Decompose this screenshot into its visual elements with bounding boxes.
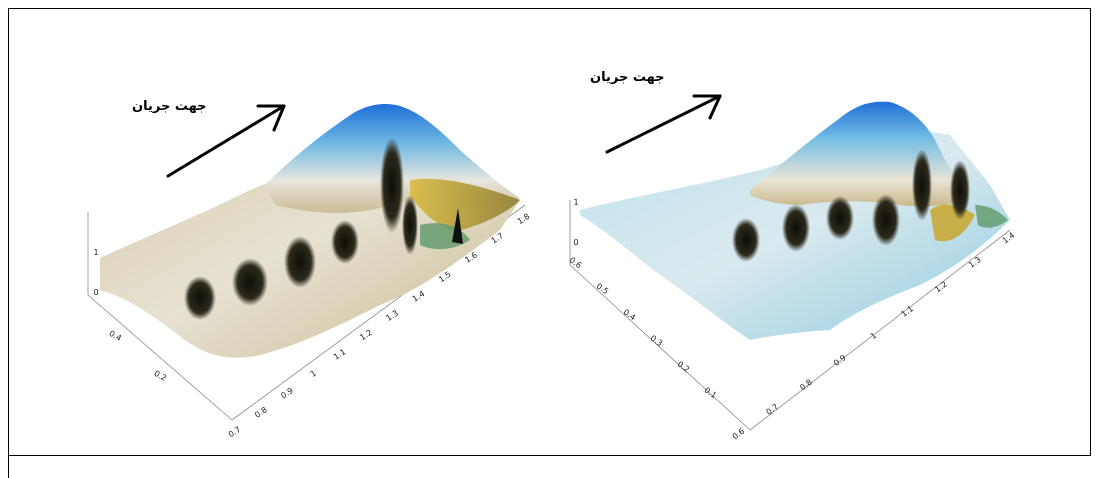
frame-border-top <box>8 8 1091 9</box>
right-x-tick-label: 1 <box>869 331 878 341</box>
left-surface-plot: 0.7 0.8 0.9 1 1.1 1.2 1.3 1.4 1.5 1.6 1.7 1.8 0.2 0.… <box>87 99 532 439</box>
left-surface-svg: 0.70.80.911.11.21.31.41.51.61.71.8 0.20.… <box>87 104 532 439</box>
left-x-tick-label: 1 <box>309 369 318 379</box>
frame-border-right <box>1090 8 1091 456</box>
right-x-tick-label: 0.9 <box>832 353 848 368</box>
right-x-tick-label: 0.6 <box>731 427 747 442</box>
left-y-ticks: 0.2 0.4 <box>107 329 168 383</box>
right-y-tick-label: 0.1 <box>703 386 719 401</box>
right-y-tick-label: 0.3 <box>649 334 665 349</box>
right-y-tick-label: 0.4 <box>622 308 638 323</box>
left-surface-troughs <box>184 137 418 320</box>
frame-border-bottom <box>8 455 1091 456</box>
right-z-tick-label: 1 <box>573 198 578 207</box>
left-x-tick-label: 0.7 <box>227 425 243 439</box>
right-axes <box>569 200 1011 431</box>
right-surface-green <box>975 205 1008 228</box>
right-flow-arrow-icon <box>605 94 722 154</box>
right-x-tick-label: 1.4 <box>1001 231 1017 246</box>
left-x-tick-label: 1.8 <box>516 212 532 226</box>
left-x-tick-label: 1.1 <box>332 347 348 361</box>
left-x-tick-label: 0.8 <box>253 405 269 419</box>
left-surface-yellow <box>410 178 520 232</box>
right-x-tick-label: 0.7 <box>765 402 781 417</box>
left-surface-spike <box>452 208 463 244</box>
left-x-ticks: 0.70.80.911.11.21.31.41.51.61.71.8 <box>227 212 532 439</box>
left-x-tick-label: 1.3 <box>384 308 400 322</box>
right-y-tick-label: 0.2 <box>676 360 692 375</box>
left-x-tick-label: 1.4 <box>411 289 427 303</box>
right-x-tick-label: 1.3 <box>967 255 983 270</box>
left-flow-label: جهت جریان <box>132 99 207 114</box>
right-x-tick-label: 1.1 <box>900 304 916 319</box>
left-y-tick-label: 0.2 <box>152 369 168 383</box>
left-z-tick-label: 1 <box>93 248 98 257</box>
right-x-tick-label: 0.8 <box>798 378 814 393</box>
right-y-tick-label: 0.5 <box>595 282 611 297</box>
left-z-tick-label: 0 <box>93 288 98 297</box>
left-z-ticks: 01 <box>93 248 98 297</box>
right-surface-svg: 0.6 0.7 0.8 0.9 1 1.1 1.2 1.3 1.4 0.1 0.2 0.3 0.4 0.… <box>568 94 1017 442</box>
frame-border-left <box>8 8 9 478</box>
right-surface-plot: 0.6 0.7 0.8 0.9 1 1.1 1.2 1.3 1.4 0.1 0.2 0.3 0.4 0.… <box>550 0 1090 478</box>
right-z-ticks: 01 <box>573 198 578 247</box>
left-flow-arrow-icon <box>166 104 286 178</box>
left-x-tick-label: 0.9 <box>279 386 295 400</box>
right-surface-troughs <box>732 149 970 262</box>
right-surface-ridge <box>750 101 970 207</box>
right-flow-label: جهت جریان <box>590 70 665 85</box>
left-x-tick-label: 1.2 <box>358 328 374 342</box>
right-z-tick-label: 0 <box>573 238 578 247</box>
left-y-tick-label: 0.4 <box>107 329 123 343</box>
right-x-tick-label: 1.2 <box>933 280 949 295</box>
